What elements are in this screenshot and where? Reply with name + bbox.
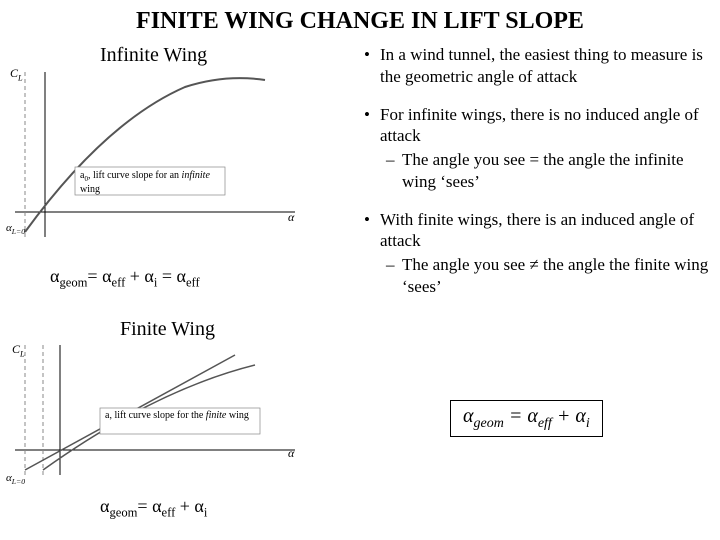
diag1-ylabel: CL (10, 66, 23, 82)
bullet-1: In a wind tunnel, the easiest thing to m… (380, 44, 710, 88)
equation-finite: αgeom= αeff + αi (100, 496, 207, 521)
bullet-1-text: In a wind tunnel, the easiest thing to m… (380, 45, 703, 86)
slide-title: FINITE WING CHANGE IN LIFT SLOPE (0, 8, 720, 35)
bullet-list: In a wind tunnel, the easiest thing to m… (360, 44, 710, 314)
diag1-xlabel-left: αL=0 (6, 222, 25, 236)
equation-infinite: αgeom= αeff + αi = αeff (50, 266, 200, 291)
bullet-3: With finite wings, there is an induced a… (380, 209, 710, 298)
bullet-3a: The angle you see ≠ the angle the finite… (402, 254, 710, 298)
bullet-3-text: With finite wings, there is an induced a… (380, 210, 694, 251)
formula-box: αgeom = αeff + αi (450, 400, 603, 437)
diag1-annotation: a0, lift curve slope for an infinite win… (80, 170, 220, 195)
diag2-annotation: a, lift curve slope for the finite wing (105, 410, 260, 421)
diag2-xlabel-right: α (288, 446, 294, 461)
bullet-2: For infinite wings, there is no induced … (380, 104, 710, 193)
infinite-wing-diagram (5, 62, 305, 262)
bullet-2-text: For infinite wings, there is no induced … (380, 105, 699, 146)
diag2-ylabel: CL (12, 342, 25, 358)
bullet-2a: The angle you see = the angle the infini… (402, 149, 710, 193)
bullet-3a-text: The angle you see ≠ the angle the finite… (402, 255, 708, 296)
diag1-xlabel-right: α (288, 210, 294, 225)
slide: FINITE WING CHANGE IN LIFT SLOPE Infinit… (0, 0, 720, 540)
bullet-2a-text: The angle you see = the angle the infini… (402, 150, 684, 191)
diag2-xlabel-left: αL=0 (6, 472, 25, 486)
subhead-finite: Finite Wing (120, 318, 215, 341)
